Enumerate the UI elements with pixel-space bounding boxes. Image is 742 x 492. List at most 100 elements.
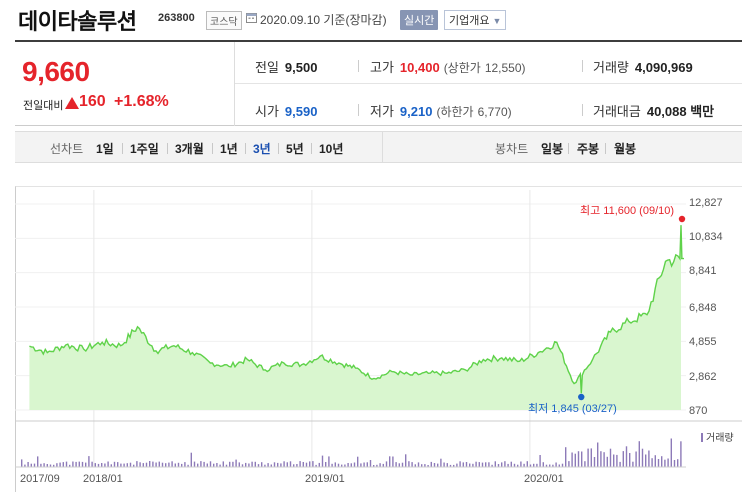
change-value: 160	[79, 93, 106, 110]
volume-bar	[56, 463, 58, 467]
volume-bar	[504, 461, 506, 467]
volume-bar	[69, 464, 71, 467]
current-price-panel: 9,660 전일대비 160 +1.68%	[15, 42, 235, 126]
volume-bar	[517, 464, 519, 467]
volume-bar	[309, 461, 311, 467]
volume-bar	[469, 463, 471, 467]
tab-period-3y[interactable]: 3년	[253, 142, 271, 156]
volume-bar	[475, 461, 477, 467]
divider	[358, 60, 359, 72]
volume-bar	[30, 463, 32, 467]
volume-bar	[129, 462, 132, 467]
volume-bar	[222, 461, 224, 467]
volume-bar	[37, 456, 39, 467]
volume-bar	[385, 461, 388, 467]
volume-bar	[184, 462, 186, 467]
volume-bar	[209, 461, 212, 467]
volume-bar	[254, 461, 256, 467]
volume-bar	[334, 462, 336, 467]
calendar-icon	[246, 13, 257, 23]
prev-close-label: 전일	[255, 60, 279, 75]
volume-bar	[318, 462, 320, 467]
volume-bar	[152, 461, 154, 467]
tab-candle-weekly[interactable]: 주봉	[577, 142, 600, 156]
line-chart-label: 선차트	[50, 142, 84, 156]
volume-bar	[190, 452, 192, 467]
volume-bar	[405, 454, 407, 467]
volume-bar	[344, 464, 346, 467]
prev-close-value: 9,500	[284, 60, 318, 75]
volume-bar	[78, 461, 80, 467]
tab-candle-monthly[interactable]: 월봉	[614, 142, 637, 156]
amount-cell: 거래대금 40,088 백만	[593, 101, 714, 120]
volume-bar	[155, 462, 157, 467]
volume-bar	[536, 463, 538, 467]
company-overview-button[interactable]: 기업개요 ▼	[444, 10, 507, 30]
volume-bar	[197, 463, 199, 467]
volume-bar	[481, 462, 484, 467]
divider	[358, 104, 359, 116]
change-label: 전일대비	[23, 100, 64, 112]
volume-bar	[600, 451, 602, 467]
volume-bar	[241, 464, 244, 467]
volume-bar	[392, 456, 394, 467]
volume-bar	[485, 462, 487, 467]
divider	[311, 143, 312, 154]
volume-bar	[459, 461, 461, 467]
volume-bar	[453, 464, 455, 467]
volume-bar	[603, 452, 605, 467]
volume-bar	[270, 464, 272, 467]
x-tick-label: 2018/01	[83, 473, 123, 485]
volume-bar	[616, 454, 618, 467]
tab-candle-daily[interactable]: 일봉	[541, 142, 564, 156]
volume-bar	[277, 462, 279, 467]
volume-bar	[408, 461, 410, 467]
volume-bar	[235, 459, 237, 467]
volume-bar	[353, 462, 356, 467]
tab-period-1w[interactable]: 1주일	[130, 142, 159, 156]
volume-bar	[91, 461, 93, 467]
volume-bar	[43, 463, 45, 467]
volume-bar	[597, 442, 599, 467]
volume-bar	[478, 462, 480, 467]
volume-bar	[171, 461, 173, 467]
tab-period-1d[interactable]: 1일	[96, 142, 114, 156]
volume-bar	[283, 461, 285, 467]
chart-tabs: 선차트 1일 1주일 3개월 1년 3년 5년 10년 봉차트 일봉 주봉 월봉	[15, 131, 742, 163]
volume-bar	[357, 456, 359, 467]
volume-bar	[328, 456, 330, 467]
divider	[245, 143, 246, 154]
realtime-button[interactable]: 실시간	[400, 10, 439, 30]
volume-bar	[27, 462, 29, 467]
volume-bar	[200, 461, 202, 467]
amount-value: 40,088 백만	[646, 104, 715, 119]
volume-bar	[325, 462, 327, 467]
volume-bar	[446, 463, 448, 467]
volume-bar	[113, 461, 116, 467]
volume-bar	[632, 461, 634, 467]
volume-bar	[545, 464, 548, 467]
volume-bar	[267, 463, 269, 467]
price-line	[29, 225, 685, 394]
high-annotation: 최고 11,600 (09/10)	[580, 205, 675, 217]
chevron-down-icon: ▼	[492, 16, 502, 26]
volume-bar	[46, 464, 48, 467]
volume-bar	[286, 462, 288, 467]
tab-period-10y[interactable]: 10년	[319, 142, 344, 156]
low-annotation: 최저 1,845 (03/27)	[528, 403, 617, 415]
volume-bar	[430, 461, 432, 467]
volume-bar	[145, 462, 148, 467]
tab-period-3m[interactable]: 3개월	[175, 142, 204, 156]
volume-bar	[590, 448, 592, 467]
volume-bar	[510, 461, 512, 467]
volume-bar	[59, 462, 61, 467]
volume-bar	[417, 462, 420, 467]
tab-period-5y[interactable]: 5년	[286, 142, 304, 156]
divider	[568, 143, 569, 154]
tab-period-1y[interactable]: 1년	[220, 142, 238, 156]
volume-bar	[561, 463, 564, 467]
y-tick-label: 10,834	[689, 231, 723, 243]
volume-bar	[565, 447, 567, 467]
volume-bar	[94, 463, 96, 467]
